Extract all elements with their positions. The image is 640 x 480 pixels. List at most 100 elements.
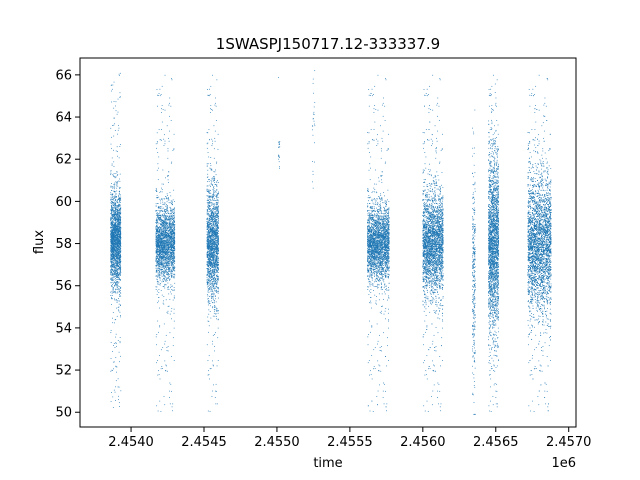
data-point xyxy=(114,255,116,257)
data-point xyxy=(118,252,120,254)
data-point xyxy=(118,256,120,258)
data-point xyxy=(172,229,173,231)
data-point xyxy=(212,390,214,392)
data-point xyxy=(116,187,118,189)
data-point xyxy=(170,272,172,274)
data-point xyxy=(163,255,165,257)
data-point xyxy=(169,268,171,270)
data-point xyxy=(119,289,120,291)
data-point xyxy=(155,226,157,228)
data-point xyxy=(167,232,169,234)
data-point xyxy=(120,232,121,233)
data-point xyxy=(119,180,121,182)
data-point xyxy=(158,255,160,256)
data-point xyxy=(117,340,119,342)
data-point xyxy=(165,196,167,198)
data-point xyxy=(171,261,172,263)
data-point xyxy=(157,253,158,255)
data-point xyxy=(169,206,171,208)
data-point xyxy=(166,350,168,351)
data-point xyxy=(112,175,114,176)
data-point xyxy=(113,264,115,266)
data-point xyxy=(119,275,121,276)
data-point xyxy=(159,256,161,257)
series-segment xyxy=(206,74,219,412)
data-point xyxy=(173,133,175,135)
data-point xyxy=(162,302,164,304)
data-point xyxy=(118,212,120,213)
data-point xyxy=(162,216,164,218)
data-point xyxy=(167,241,169,243)
data-point xyxy=(118,73,120,75)
data-point xyxy=(171,307,173,309)
data-point xyxy=(118,227,120,229)
data-point xyxy=(170,310,172,312)
data-point xyxy=(168,254,169,255)
data-point xyxy=(166,235,168,237)
data-point xyxy=(163,183,164,185)
data-point xyxy=(110,233,112,234)
data-point xyxy=(119,245,121,247)
data-point xyxy=(171,78,173,79)
data-point xyxy=(120,222,122,224)
data-point xyxy=(113,117,115,119)
data-point xyxy=(158,242,159,243)
data-point xyxy=(112,259,113,261)
data-point xyxy=(115,237,116,239)
data-point xyxy=(110,249,112,251)
data-point xyxy=(169,202,171,204)
data-point xyxy=(162,240,163,242)
data-point xyxy=(118,247,120,248)
data-point xyxy=(213,199,214,201)
data-point xyxy=(159,262,161,264)
data-point xyxy=(113,173,115,174)
data-point xyxy=(155,222,157,223)
data-point xyxy=(157,360,158,361)
data-point xyxy=(163,220,164,222)
data-point xyxy=(170,208,172,209)
data-point xyxy=(173,274,175,276)
data-point xyxy=(169,221,171,223)
data-point xyxy=(119,264,121,266)
data-point xyxy=(115,207,117,209)
data-point xyxy=(170,120,172,121)
data-point xyxy=(117,236,119,238)
data-point xyxy=(118,260,119,262)
data-point xyxy=(171,245,172,246)
data-point xyxy=(162,259,164,261)
data-point xyxy=(174,218,175,220)
data-point xyxy=(174,267,175,269)
data-point xyxy=(117,235,119,237)
data-point xyxy=(117,232,119,234)
data-point xyxy=(166,365,168,367)
data-point xyxy=(162,239,164,241)
data-point xyxy=(156,334,158,336)
data-point xyxy=(118,234,120,236)
data-point xyxy=(167,150,169,152)
data-point xyxy=(116,255,118,257)
data-point xyxy=(120,242,122,244)
data-point xyxy=(165,284,167,285)
data-point xyxy=(118,197,120,199)
data-point xyxy=(111,189,113,191)
data-point xyxy=(173,327,175,329)
data-point xyxy=(166,257,167,259)
data-point xyxy=(111,211,112,213)
data-point xyxy=(117,151,118,152)
data-point xyxy=(113,207,114,209)
data-point xyxy=(119,295,121,297)
data-point xyxy=(156,219,157,220)
data-point xyxy=(169,213,171,215)
data-point xyxy=(118,278,120,279)
data-point xyxy=(160,240,161,242)
data-point xyxy=(212,315,214,317)
data-point xyxy=(168,259,170,261)
data-point xyxy=(158,233,160,235)
data-point xyxy=(170,162,172,164)
data-point xyxy=(159,218,160,220)
data-point xyxy=(113,149,114,151)
data-point xyxy=(115,230,117,231)
data-point xyxy=(213,384,214,386)
data-point xyxy=(166,246,168,248)
data-point xyxy=(118,223,119,224)
